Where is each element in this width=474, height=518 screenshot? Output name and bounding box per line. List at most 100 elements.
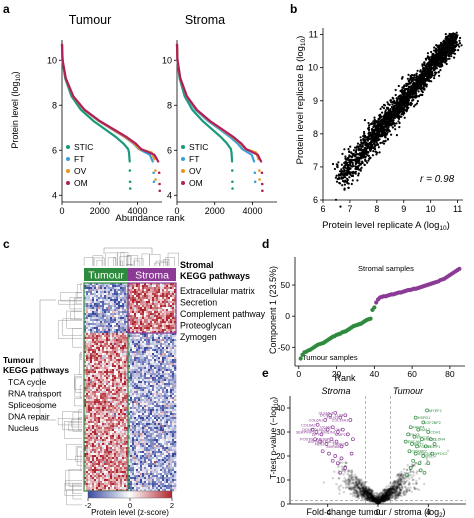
x-tick-label: 0	[174, 206, 179, 216]
heatmap-cell	[136, 349, 139, 352]
scatter-point	[369, 134, 372, 137]
heatmap-cell	[126, 291, 129, 294]
heatmap-cell	[126, 283, 129, 286]
heatmap-cell	[118, 299, 121, 302]
heatmap-cell	[140, 373, 143, 376]
scatter-point	[343, 166, 346, 169]
heatmap-cell	[138, 325, 141, 328]
heatmap-cell	[92, 313, 95, 316]
heatmap-cell	[160, 353, 163, 356]
heatmap-cell	[120, 309, 123, 312]
heatmap-cell	[118, 311, 121, 314]
heatmap-cell	[102, 389, 105, 392]
heatmap-cell	[88, 331, 91, 334]
heatmap-cell	[96, 365, 99, 368]
scatter-point	[380, 118, 383, 121]
heatmap-cell	[144, 375, 147, 378]
heatmap-cell	[168, 305, 171, 308]
heatmap-cell	[112, 287, 115, 290]
heatmap-cell	[150, 291, 153, 294]
heatmap-cell	[92, 301, 95, 304]
heatmap-cell	[96, 339, 99, 342]
heatmap-cell	[86, 321, 89, 324]
heatmap-cell	[152, 331, 155, 334]
heatmap-cell	[152, 385, 155, 388]
dendrogram-branch	[154, 262, 160, 266]
heatmap-cell	[86, 333, 89, 336]
tail-point-om	[260, 171, 264, 175]
heatmap-cell	[172, 381, 175, 384]
heatmap-cell	[124, 313, 127, 316]
heatmap-cell	[92, 315, 95, 318]
heatmap-cell	[106, 345, 109, 348]
scatter-point	[348, 150, 351, 153]
heatmap-cell	[164, 389, 167, 392]
heatmap-cell	[136, 341, 139, 344]
heatmap-cell	[130, 315, 133, 318]
heatmap-cell	[156, 363, 159, 366]
heatmap-cell	[150, 377, 153, 380]
scatter-point	[376, 129, 379, 132]
scatter-point	[410, 77, 413, 80]
y-tick-label: 6	[52, 145, 57, 155]
heatmap-cell	[112, 377, 115, 380]
heatmap-cell	[122, 381, 125, 384]
scatter-point	[401, 104, 404, 107]
heatmap-cell	[132, 339, 135, 342]
heatmap-cell	[142, 341, 145, 344]
heatmap-cell	[120, 321, 123, 324]
heatmap-cell	[96, 329, 99, 332]
scatter-point	[335, 174, 338, 177]
heatmap-cell	[134, 375, 137, 378]
heatmap-cell	[140, 333, 143, 336]
heatmap-cell	[146, 343, 149, 346]
heatmap-cell	[154, 311, 157, 314]
heatmap-cell	[154, 285, 157, 288]
scatter-point	[448, 47, 451, 50]
heatmap-cell	[84, 319, 87, 322]
heatmap-cell	[134, 331, 137, 334]
heatmap-cell	[132, 365, 135, 368]
heatmap-cell	[112, 317, 115, 320]
heatmap-cell	[144, 357, 147, 360]
heatmap-cell	[94, 315, 97, 318]
heatmap-cell	[158, 355, 161, 358]
heatmap-cell	[142, 301, 145, 304]
heatmap-cell	[150, 323, 153, 326]
heatmap-cell	[90, 343, 93, 346]
heatmap-cell	[164, 343, 167, 346]
heatmap-cell	[86, 337, 89, 340]
heatmap-cell	[94, 299, 97, 302]
heatmap-cell	[136, 355, 139, 358]
heatmap-cell	[162, 311, 165, 314]
heatmap-cell	[90, 387, 93, 390]
heatmap-cell	[116, 379, 119, 382]
heatmap-cell	[84, 377, 87, 380]
panel-label-e: e	[262, 366, 269, 380]
heatmap-cell	[126, 375, 129, 378]
heatmap-cell	[100, 297, 103, 300]
heatmap-cell	[108, 327, 111, 330]
heatmap-cell	[158, 381, 161, 384]
heatmap-cell	[108, 349, 111, 352]
heatmap-cell	[120, 299, 123, 302]
scatter-point	[433, 71, 437, 74]
heatmap-cell	[102, 377, 105, 380]
scatter-point	[437, 70, 440, 73]
heatmap-cell	[102, 347, 105, 350]
heatmap-cell	[146, 321, 149, 324]
heatmap-cell	[154, 337, 157, 340]
heatmap-cell	[110, 303, 113, 306]
heatmap-cell	[146, 313, 149, 316]
heatmap-cell	[164, 307, 167, 310]
heatmap-cell	[124, 327, 127, 330]
heatmap-cell	[90, 335, 93, 338]
heatmap-cell	[134, 293, 137, 296]
heatmap-cell	[172, 299, 175, 302]
heatmap-cell	[172, 301, 175, 304]
scatter-point	[420, 73, 423, 76]
heatmap-cell	[84, 321, 87, 324]
heatmap-cell	[114, 371, 117, 374]
scatter-point	[441, 50, 444, 53]
heatmap-cell	[142, 387, 145, 390]
